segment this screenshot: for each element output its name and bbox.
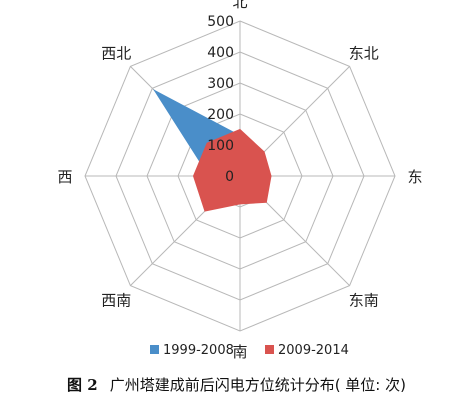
legend-swatch-1 (150, 345, 159, 354)
direction-label: 南 (232, 343, 247, 361)
legend-swatch-2 (265, 345, 274, 354)
radar-series (153, 89, 272, 212)
tick-label: 200 (207, 107, 234, 123)
direction-label: 西北 (101, 44, 131, 62)
figure-title: 广州塔建成前后闪电方位统计分布( 单位: 次) (109, 376, 406, 394)
series-area-2 (192, 128, 272, 212)
tick-label: 500 (207, 14, 234, 30)
tick-label: 100 (207, 138, 234, 154)
direction-label: 北 (232, 0, 247, 11)
tick-label: 400 (207, 45, 234, 61)
figure-caption: 图 2 广州塔建成前后闪电方位统计分布( 单位: 次) (0, 374, 473, 395)
legend-label-2: 2009-2014 (278, 343, 349, 358)
direction-label: 东南 (349, 292, 379, 310)
tick-label: 300 (207, 76, 234, 92)
radial-tick-labels: 0 100 200 300 400 500 (207, 14, 234, 185)
direction-label: 西南 (101, 292, 131, 310)
legend-label-1: 1999-2008 (163, 343, 234, 358)
legend: 1999-2008 2009-2014 (150, 343, 349, 358)
direction-label: 东 (407, 168, 422, 186)
tick-label: 0 (225, 169, 234, 185)
direction-label: 西 (57, 168, 72, 186)
figure-number: 图 2 (67, 376, 98, 394)
direction-label: 东北 (349, 44, 379, 62)
